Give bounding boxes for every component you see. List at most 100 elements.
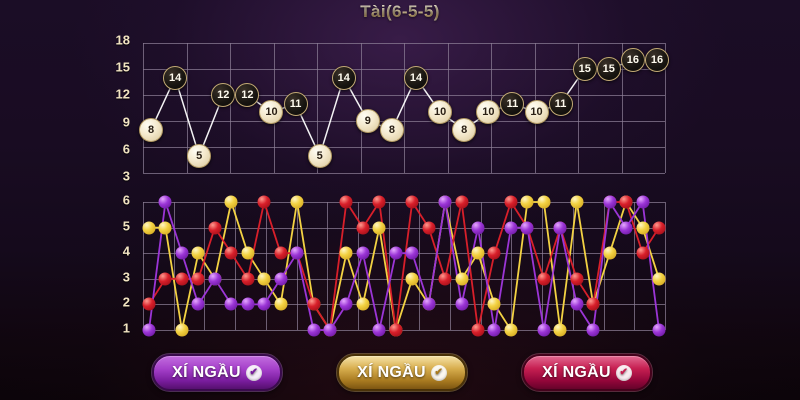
dice-point-purple: [307, 323, 321, 337]
dice-point-yellow: [290, 195, 304, 209]
dice-point-red: [652, 221, 666, 235]
dice-point-yellow: [553, 323, 567, 337]
dice-point-yellow: [652, 272, 666, 286]
dice-point-purple: [553, 221, 567, 235]
sum-point-bubble: 10: [524, 100, 549, 125]
y-tick-label: 6: [122, 141, 130, 157]
bottom-chart-line-paths: [148, 201, 660, 331]
sum-point-bubble: 14: [331, 65, 356, 90]
dice-point-purple: [339, 297, 353, 311]
dice-point-purple: [208, 272, 222, 286]
dice-point-purple: [537, 323, 551, 337]
dice-point-red: [175, 272, 189, 286]
y-tick-label: 12: [115, 86, 130, 102]
y-tick-label: 18: [115, 32, 130, 48]
dice-point-red: [307, 297, 321, 311]
sum-point-bubble: 5: [307, 143, 332, 168]
sum-point-bubble: 12: [235, 83, 260, 107]
action-button-row: XÍ NGẦU ✔ XÍ NGẦU ✔ XÍ NGẦU ✔: [0, 353, 800, 394]
sum-point-bubble: 11: [500, 91, 525, 116]
dice-point-purple: [372, 323, 386, 337]
dice-point-yellow: [274, 297, 288, 311]
y-tick-label: 6: [122, 192, 130, 208]
dice-point-yellow: [520, 195, 534, 209]
dice-point-purple: [158, 195, 172, 209]
dice-point-purple: [175, 246, 189, 260]
xi-ngau-button-crimson[interactable]: XÍ NGẦU ✔: [521, 353, 653, 392]
y-tick-label: 9: [122, 114, 130, 130]
xi-ngau-button-label: XÍ NGẦU: [542, 363, 611, 381]
dice-point-yellow: [175, 323, 189, 337]
xi-ngau-button-label: XÍ NGẦU: [357, 363, 426, 381]
sum-point-bubble: 16: [645, 48, 669, 73]
sum-point-bubble: 12: [211, 83, 236, 107]
dice-point-red: [438, 272, 452, 286]
sum-point-bubble: 5: [187, 143, 212, 168]
check-circle-icon: ✔: [430, 364, 447, 381]
dice-point-red: [158, 272, 172, 286]
dice-point-yellow: [241, 246, 255, 260]
dice-point-purple: [619, 221, 633, 235]
dice-point-purple: [471, 221, 485, 235]
dice-point-yellow: [455, 272, 469, 286]
dice-point-purple: [487, 323, 501, 337]
dice-point-red: [356, 221, 370, 235]
bottom-chart-y-axis: 6 5 4 3 2 1: [96, 194, 130, 335]
sum-point-bubble: 11: [283, 91, 308, 116]
dice-point-red: [619, 195, 633, 209]
dice-point-yellow: [356, 297, 370, 311]
dice-point-purple: [241, 297, 255, 311]
y-tick-label: 15: [115, 59, 130, 75]
dice-point-purple: [652, 323, 666, 337]
dice-point-yellow: [570, 195, 584, 209]
dice-point-yellow: [224, 195, 238, 209]
y-tick-label: 3: [122, 168, 130, 184]
dice-point-yellow: [191, 246, 205, 260]
sum-point-bubble: 10: [259, 100, 284, 125]
dice-point-yellow: [257, 272, 271, 286]
dice-point-purple: [438, 195, 452, 209]
dice-point-red: [241, 272, 255, 286]
dice-point-purple: [274, 272, 288, 286]
dice-point-red: [422, 221, 436, 235]
top-chart-plot: 8 14 5 12 12 10 11 5 14 9 8 14 10 8 10 11 10 11 15 15 16 16: [139, 43, 669, 174]
dice-point-yellow: [636, 221, 650, 235]
dice-point-purple: [142, 323, 156, 337]
xi-ngau-button-purple[interactable]: XÍ NGẦU ✔: [151, 353, 283, 392]
dice-point-purple: [422, 297, 436, 311]
dice-point-red: [504, 195, 518, 209]
dice-point-purple: [323, 323, 337, 337]
bottom-chart-plot: [142, 195, 666, 337]
check-circle-icon: ✔: [245, 364, 262, 381]
dice-point-red: [455, 195, 469, 209]
sum-point-bubble: 14: [404, 65, 429, 90]
dice-point-purple: [455, 297, 469, 311]
sum-point-bubble: 16: [620, 48, 645, 73]
dice-point-red: [274, 246, 288, 260]
y-tick-label: 5: [122, 218, 130, 234]
dice-point-red: [339, 195, 353, 209]
sum-point-bubble: 10: [476, 100, 501, 125]
page-title: Tài(6-5-5): [0, 2, 800, 22]
dice-point-red: [405, 195, 419, 209]
dice-point-purple: [603, 195, 617, 209]
dice-point-red: [487, 246, 501, 260]
dice-point-purple: [504, 221, 518, 235]
dice-point-yellow: [372, 221, 386, 235]
dice-point-purple: [224, 297, 238, 311]
y-tick-label: 3: [122, 269, 130, 285]
dice-point-red: [372, 195, 386, 209]
top-chart-y-axis: 18 15 12 9 6 3: [96, 34, 130, 183]
dice-point-red: [537, 272, 551, 286]
dice-point-yellow: [537, 195, 551, 209]
dice-point-purple: [191, 297, 205, 311]
dice-point-red: [142, 297, 156, 311]
dice-point-purple: [636, 195, 650, 209]
xi-ngau-button-gold[interactable]: XÍ NGẦU ✔: [336, 353, 468, 392]
sum-point-bubble: 8: [452, 117, 477, 142]
dice-point-red: [586, 297, 600, 311]
sum-point-bubble: 11: [548, 91, 573, 116]
y-tick-label: 2: [122, 294, 130, 310]
dice-point-yellow: [603, 246, 617, 260]
dice-point-red: [257, 195, 271, 209]
